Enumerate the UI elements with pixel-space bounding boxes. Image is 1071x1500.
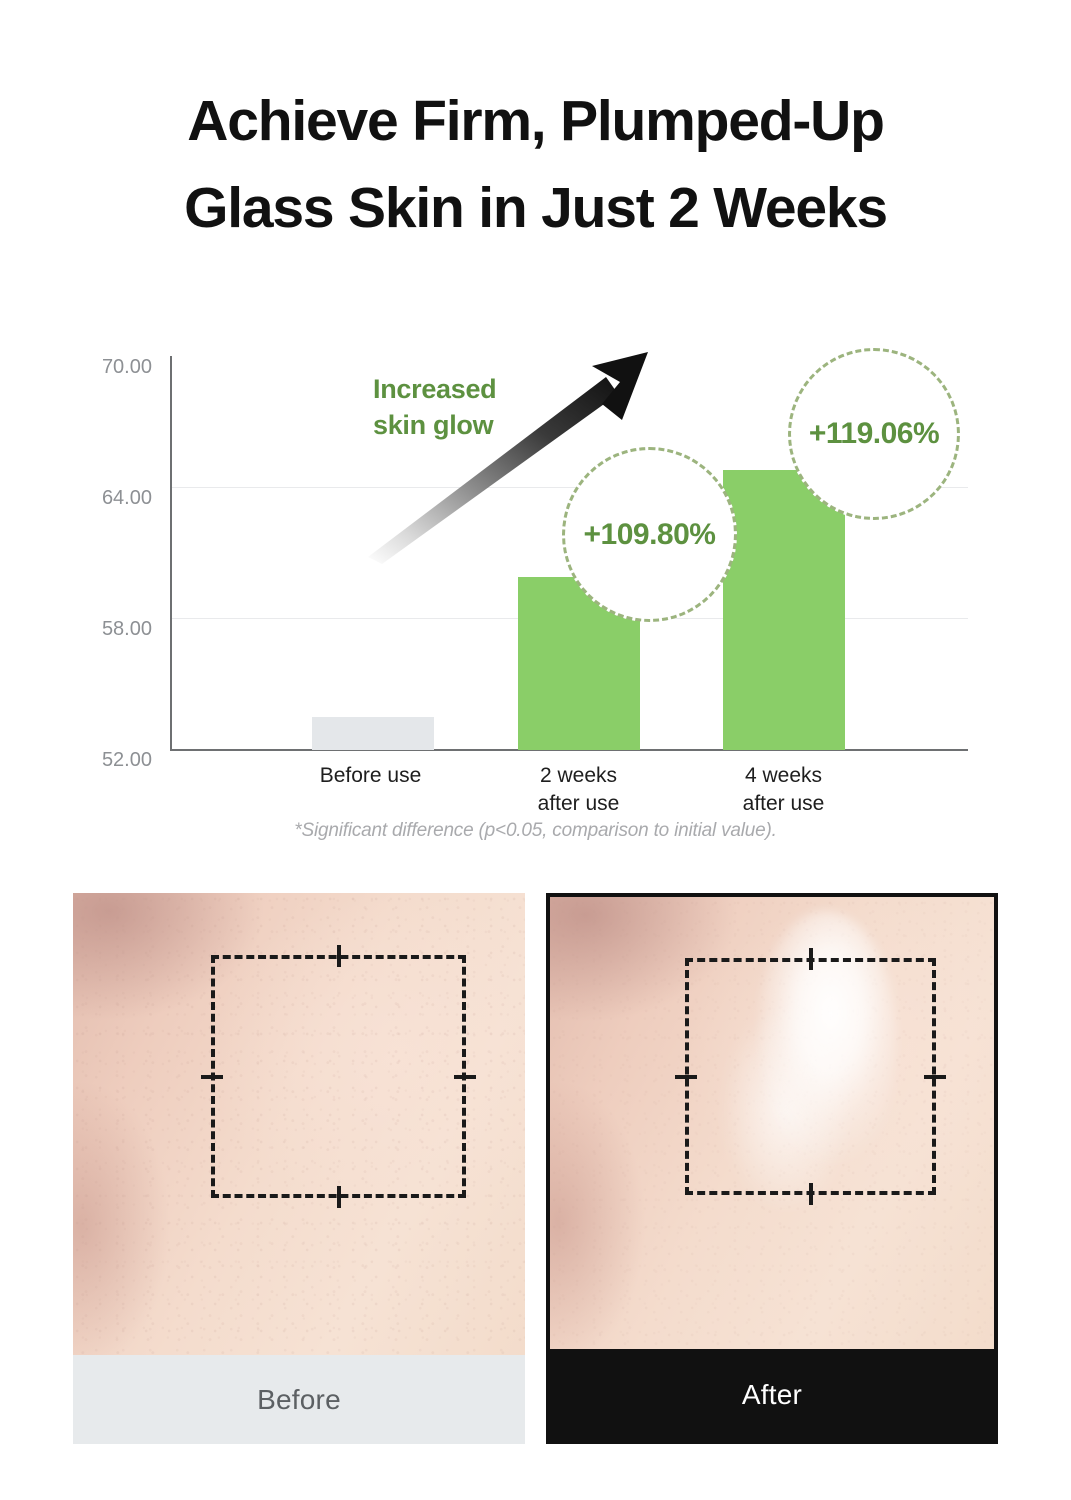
measure-tick-bottom-icon bbox=[808, 1183, 813, 1206]
after-skin-photo bbox=[550, 897, 994, 1349]
upward-trend-arrow-icon bbox=[368, 352, 648, 564]
x-label-2-weeks-line-1: 2 weeks bbox=[539, 764, 618, 787]
headline-line-1: Achieve Firm, Plumped-Up bbox=[187, 89, 885, 153]
before-skin-texture bbox=[73, 893, 525, 1355]
measure-tick-left-icon bbox=[675, 1074, 698, 1079]
after-measurement-box bbox=[675, 948, 947, 1206]
before-panel: Before bbox=[73, 893, 525, 1444]
before-caption: Before bbox=[73, 1355, 525, 1444]
bar-before-use bbox=[312, 717, 434, 750]
measure-tick-bottom-icon bbox=[336, 1185, 341, 1208]
x-label-2-weeks-line-2: after use bbox=[537, 792, 620, 816]
badge-109-label: +109.80% bbox=[583, 517, 716, 551]
x-label-4-weeks-line-2: after use bbox=[742, 792, 825, 816]
page-title: Achieve Firm, Plumped-Up Glass Skin in J… bbox=[0, 78, 1071, 251]
y-tick-label-70: 70.00 bbox=[101, 356, 152, 378]
measure-tick-right-icon bbox=[454, 1074, 477, 1079]
badge-119-percent: +119.06% bbox=[788, 348, 960, 520]
measure-tick-top-icon bbox=[808, 948, 813, 971]
before-after-comparison: Before After bbox=[73, 893, 998, 1444]
callout-line-2: skin glow bbox=[373, 409, 494, 440]
gridline-64 bbox=[171, 487, 968, 488]
measure-tick-right-icon bbox=[924, 1074, 947, 1079]
x-label-4-weeks: 4 weeks after use bbox=[645, 762, 922, 819]
measure-tick-top-icon bbox=[336, 945, 341, 968]
before-skin-grain bbox=[73, 893, 525, 1355]
before-skin-photo bbox=[73, 893, 525, 1355]
bar-4-weeks bbox=[723, 470, 845, 750]
increased-skin-glow-callout: Increased skin glow bbox=[373, 372, 583, 444]
x-label-2-weeks: 2 weeks after use bbox=[440, 762, 717, 819]
badge-119-label: +119.06% bbox=[808, 417, 940, 450]
before-measurement-box bbox=[200, 945, 477, 1208]
after-skin-glow-highlight bbox=[758, 910, 897, 1191]
measure-tick-left-icon bbox=[200, 1074, 223, 1079]
after-panel: After bbox=[546, 893, 998, 1444]
x-label-before-use-line-1: Before use bbox=[319, 764, 422, 787]
callout-line-1: Increased bbox=[373, 374, 497, 404]
x-label-4-weeks-line-1: 4 weeks bbox=[744, 764, 823, 787]
y-tick-label-52: 52.00 bbox=[101, 749, 152, 771]
y-tick-label-64: 64.00 bbox=[101, 487, 152, 509]
efficacy-bar-chart: 70.00 64.00 58.00 52.00 bbox=[0, 330, 1071, 870]
x-label-before-use: Before use bbox=[232, 762, 509, 790]
x-axis-line bbox=[170, 749, 968, 751]
badge-109-percent: +109.80% bbox=[562, 447, 737, 622]
chart-footnote: *Significant difference (p<0.05, compari… bbox=[294, 820, 777, 841]
y-axis-line bbox=[170, 356, 172, 751]
headline-line-2: Glass Skin in Just 2 Weeks bbox=[184, 175, 888, 240]
after-caption: After bbox=[550, 1349, 994, 1440]
y-tick-label-58: 58.00 bbox=[101, 618, 152, 640]
